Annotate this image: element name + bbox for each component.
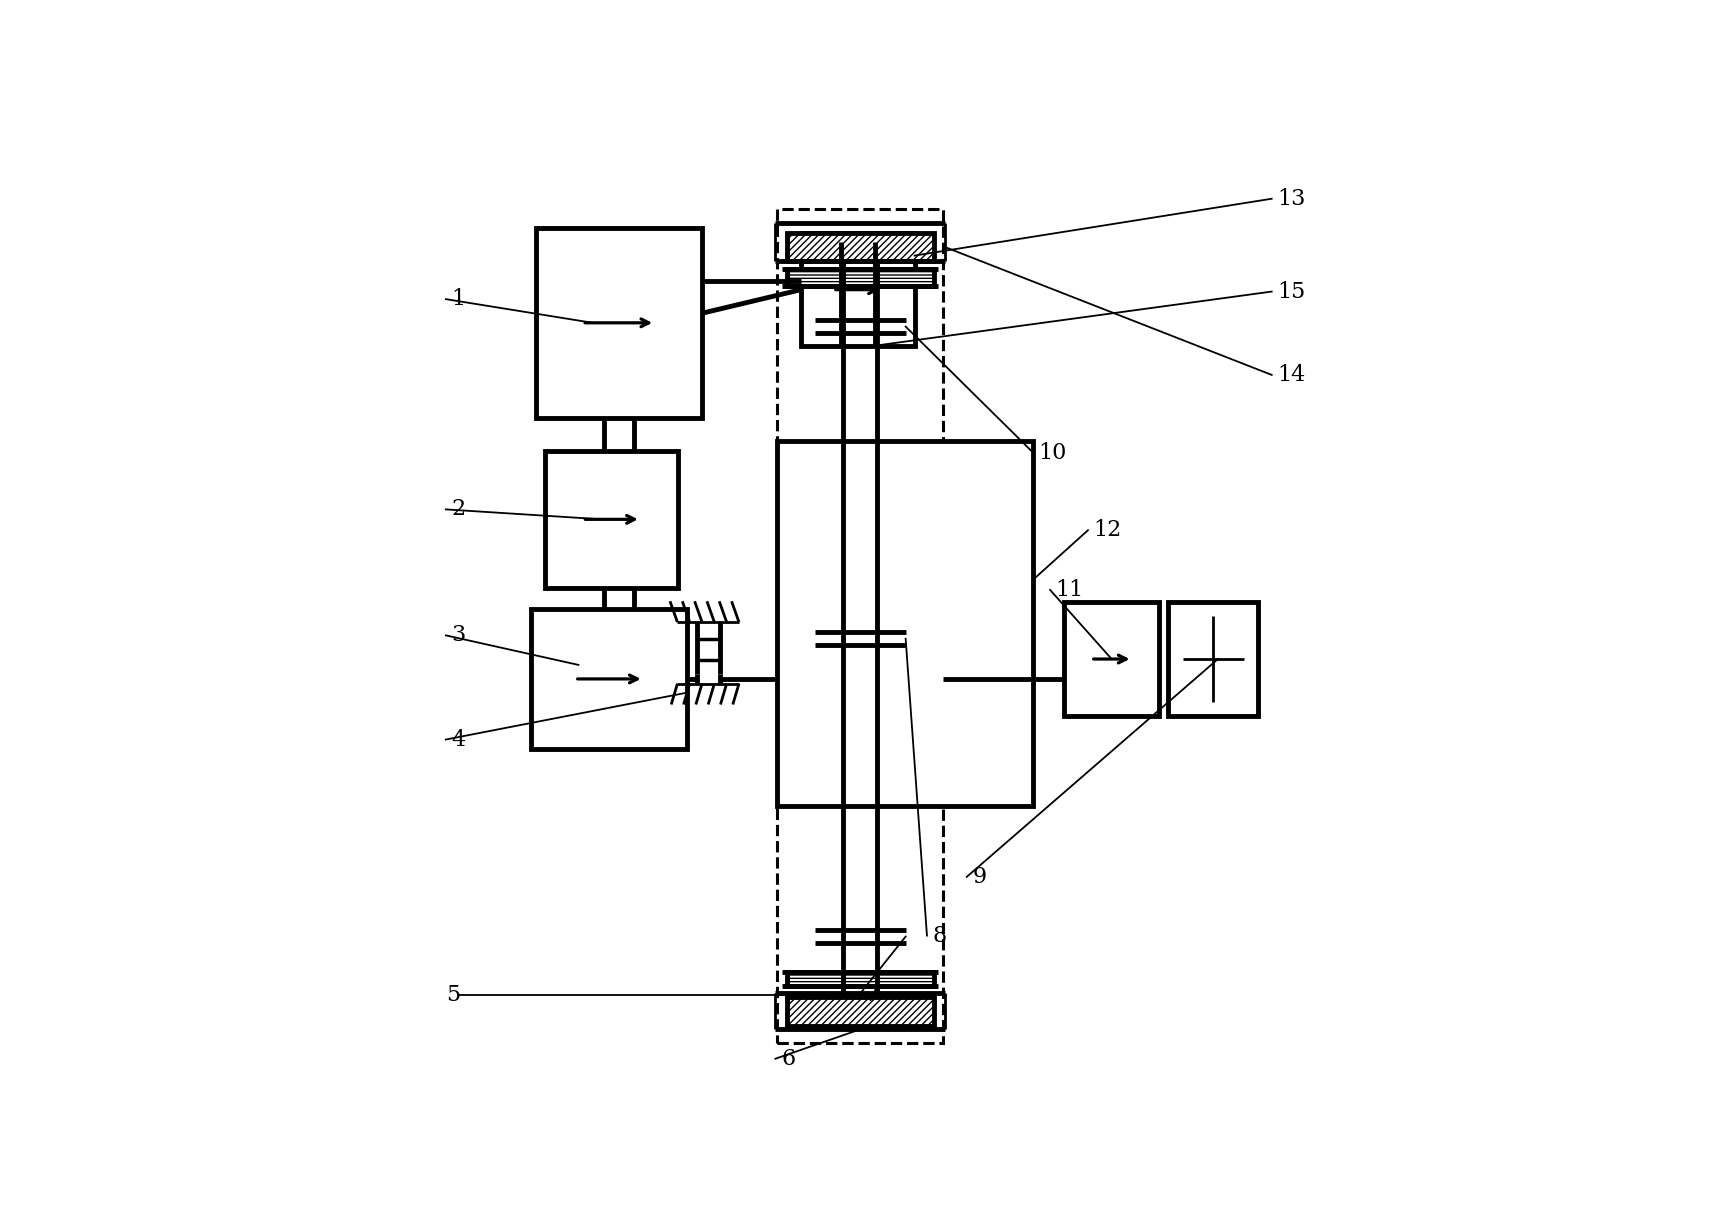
Bar xyxy=(1065,603,1159,716)
Bar xyxy=(1168,603,1259,716)
Bar xyxy=(786,232,934,261)
Text: 8: 8 xyxy=(932,925,948,947)
Text: 12: 12 xyxy=(1094,519,1121,541)
Text: 10: 10 xyxy=(1039,442,1066,464)
Bar xyxy=(545,450,678,588)
Bar xyxy=(786,998,934,1026)
Bar xyxy=(786,269,934,285)
Text: 14: 14 xyxy=(1278,364,1305,386)
Bar xyxy=(537,228,702,417)
Bar xyxy=(786,972,934,985)
Text: 15: 15 xyxy=(1278,280,1305,303)
Text: 4: 4 xyxy=(452,728,466,750)
Text: 6: 6 xyxy=(781,1048,795,1070)
Bar xyxy=(531,609,688,749)
Text: 3: 3 xyxy=(452,625,466,646)
Text: 7: 7 xyxy=(865,984,879,1006)
Text: 9: 9 xyxy=(972,866,987,888)
Bar xyxy=(777,209,943,1043)
Text: 2: 2 xyxy=(452,498,466,520)
Bar xyxy=(802,232,915,347)
Text: 5: 5 xyxy=(445,984,459,1006)
Bar xyxy=(777,442,1034,806)
Text: 11: 11 xyxy=(1056,579,1084,601)
Text: 13: 13 xyxy=(1278,188,1305,210)
Text: 1: 1 xyxy=(452,288,466,310)
